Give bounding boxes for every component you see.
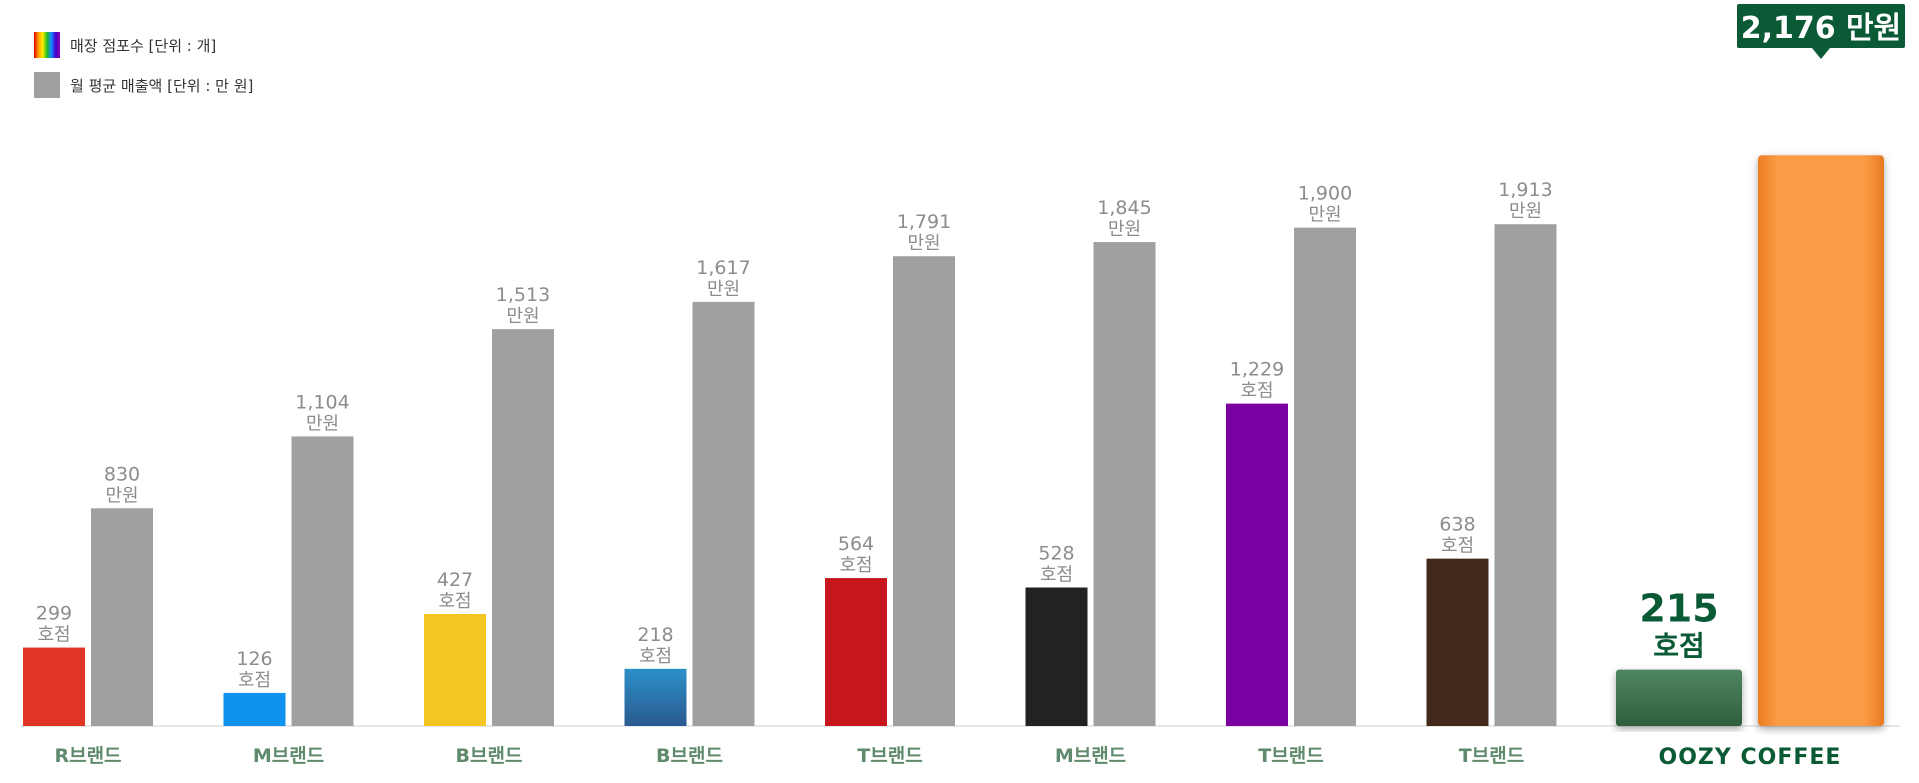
label-stores-value-1: 126	[236, 648, 272, 670]
label-stores-unit-6: 호점	[1240, 381, 1273, 402]
bar-sales-4	[893, 256, 955, 726]
label-sales-value-1: 1,104	[295, 391, 349, 413]
label-sales-value-7: 1,913	[1498, 179, 1552, 201]
label-sales-unit-0: 만원	[105, 485, 138, 506]
legend-swatch-sales	[34, 72, 60, 98]
label-stores-value-0: 299	[36, 603, 72, 625]
bar-sales-6	[1294, 227, 1356, 726]
sales-callout-box	[1737, 4, 1905, 48]
label-stores-value-3: 218	[637, 624, 673, 646]
category-label-1: M브랜드	[253, 745, 324, 767]
bar-stores-3	[624, 668, 687, 726]
label-stores-value-2: 427	[437, 569, 473, 591]
label-sales-unit-5: 만원	[1108, 219, 1141, 240]
label-stores-value-7: 638	[1439, 514, 1475, 536]
legend-item-stores: 매장 점포수 [단위 : 개]	[34, 30, 253, 60]
label-sales-value-2: 1,513	[496, 284, 550, 306]
label-sales-unit-7: 만원	[1509, 201, 1542, 222]
label-stores-unit-7: 호점	[1441, 536, 1474, 557]
bar-sales-1	[291, 436, 354, 726]
bar-stores-8	[1616, 669, 1742, 726]
bar-sales-5	[1093, 242, 1156, 726]
bar-stores-1	[223, 692, 286, 726]
label-stores-unit-highlight: 호점	[1653, 630, 1705, 663]
label-sales-value-highlight: 2,176 만원	[1741, 11, 1902, 46]
category-label-4: T브랜드	[857, 745, 922, 767]
legend-label-stores: 매장 점포수 [단위 : 개]	[70, 36, 217, 55]
label-sales-unit-3: 만원	[707, 279, 740, 300]
bar-sales-2	[492, 329, 554, 726]
sales-callout-pointer	[1812, 48, 1830, 59]
label-stores-value-4: 564	[838, 533, 874, 555]
bar-sales-3	[692, 301, 755, 726]
legend-item-sales: 월 평균 매출액 [단위 : 만 원]	[34, 70, 253, 100]
bar-sales-0	[91, 508, 153, 726]
bar-stores-4	[825, 578, 887, 726]
bar-sales-7	[1494, 224, 1557, 726]
chart-legend: 매장 점포수 [단위 : 개] 월 평균 매출액 [단위 : 만 원]	[34, 30, 253, 110]
category-label-highlight: OOZY COFFEE	[1659, 745, 1842, 770]
label-stores-unit-5: 호점	[1040, 565, 1073, 586]
label-sales-unit-4: 만원	[907, 233, 940, 254]
label-sales-value-6: 1,900	[1298, 183, 1352, 205]
label-stores-value-highlight: 215	[1639, 587, 1718, 631]
label-sales-unit-2: 만원	[506, 306, 539, 327]
label-sales-value-5: 1,845	[1097, 197, 1151, 219]
label-stores-unit-2: 호점	[438, 591, 471, 612]
category-label-6: T브랜드	[1258, 745, 1323, 767]
label-stores-unit-4: 호점	[839, 555, 872, 576]
label-sales-value-0: 830	[104, 463, 140, 485]
legend-label-sales: 월 평균 매출액 [단위 : 만 원]	[70, 76, 254, 95]
label-sales-value-4: 1,791	[897, 211, 951, 233]
bar-stores-5	[1025, 587, 1088, 726]
label-sales-unit-6: 만원	[1308, 205, 1341, 226]
label-sales-value-3: 1,617	[696, 257, 750, 279]
category-label-2: B브랜드	[456, 745, 523, 767]
bar-sales-8	[1758, 155, 1884, 726]
bar-stores-7	[1426, 558, 1489, 726]
legend-swatch-stores	[34, 32, 60, 58]
label-stores-unit-0: 호점	[37, 625, 70, 646]
label-stores-value-5: 528	[1038, 543, 1074, 565]
category-label-5: M브랜드	[1055, 745, 1126, 767]
label-sales-unit-1: 만원	[306, 413, 339, 434]
bar-stores-6	[1226, 403, 1288, 726]
label-stores-value-6: 1,229	[1230, 359, 1284, 381]
bar-stores-0	[23, 647, 85, 726]
label-stores-unit-1: 호점	[238, 670, 271, 691]
bar-stores-2	[424, 613, 486, 726]
category-label-0: R브랜드	[54, 745, 121, 767]
label-stores-unit-3: 호점	[639, 646, 672, 667]
category-label-7: T브랜드	[1459, 745, 1524, 767]
category-label-3: B브랜드	[656, 745, 723, 767]
